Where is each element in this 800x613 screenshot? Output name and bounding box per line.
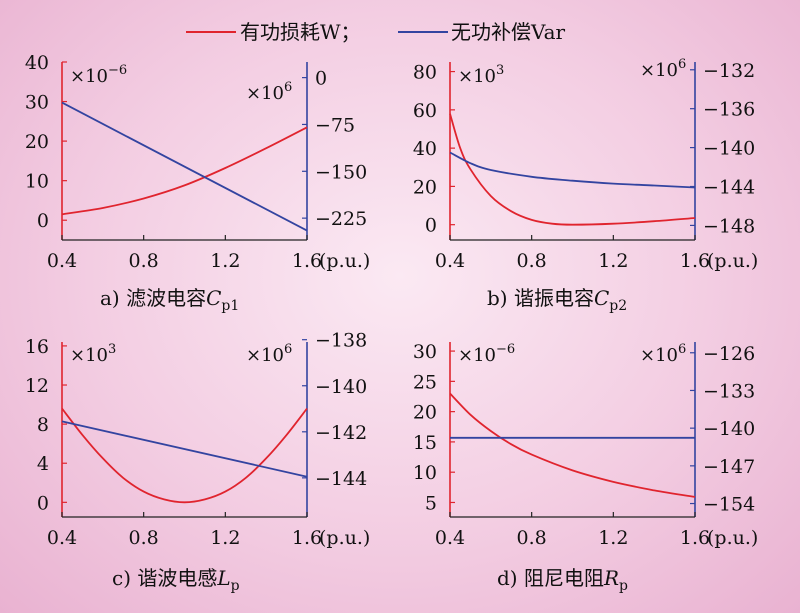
panel-caption: c) 谐波电感Lp [112, 566, 240, 594]
x-tick-label: 0.8 [129, 527, 159, 549]
chart-panel-1: 0.4 0.8 1.2 1.6(p.u.) 0 10 20 30 40 0 −75 −150 −225 ×… [25, 52, 371, 314]
right-tick-label: −140 [703, 138, 755, 160]
right-tick-label: −140 [703, 418, 755, 440]
left-axis-multiplier: ×103 [70, 342, 116, 366]
left-tick-label: 0 [425, 215, 437, 237]
legend-reactive-label: 无功补偿Var [451, 20, 566, 44]
left-tick-label: 16 [25, 336, 49, 358]
x-unit-label: (p.u.) [707, 250, 758, 272]
left-axis-multiplier: ×103 [458, 63, 504, 87]
right-tick-label: −136 [703, 99, 755, 121]
right-tick-label: −147 [703, 456, 755, 478]
x-tick-label: 1.2 [210, 527, 240, 549]
x-tick-label: 0.4 [47, 250, 77, 272]
x-tick-label: 1.6 [292, 250, 322, 272]
left-tick-label: 4 [37, 453, 49, 475]
left-tick-label: 30 [25, 92, 49, 114]
active-loss-line [449, 392, 696, 498]
right-axis-multiplier: ×106 [246, 342, 292, 366]
right-tick-label: −225 [315, 208, 367, 230]
right-tick-label: 0 [315, 68, 327, 90]
right-tick-label: −150 [315, 161, 367, 183]
x-tick-label: 0.8 [517, 527, 547, 549]
legend: 有功损耗W； 无功补偿Var [186, 20, 566, 44]
left-tick-label: 10 [413, 462, 437, 484]
right-tick-label: −138 [315, 330, 367, 352]
left-axis-multiplier: ×10−6 [458, 342, 515, 366]
right-tick-label: −75 [315, 114, 355, 136]
right-tick-label: −148 [703, 215, 755, 237]
left-tick-label: 30 [413, 341, 437, 363]
x-tick-label: 1.6 [680, 527, 710, 549]
reactive-compensation-line [449, 151, 696, 189]
panel-caption: d) 阻尼电阻Rp [497, 566, 628, 594]
right-axis-multiplier: ×106 [640, 342, 686, 366]
left-tick-label: 40 [413, 138, 437, 160]
chart-panel-2: 0.4 0.8 1.2 1.6(p.u.) 0 20 40 60 80 −132 −136 −140 −… [413, 57, 759, 314]
active-loss-line [61, 407, 308, 504]
x-tick-label: 0.4 [47, 527, 77, 549]
x-tick-label: 0.8 [517, 250, 547, 272]
right-tick-label: −133 [703, 380, 755, 402]
x-unit-label: (p.u.) [319, 250, 370, 272]
left-axis-multiplier: ×10−6 [70, 63, 127, 87]
reactive-compensation-line [61, 101, 308, 232]
x-unit-label: (p.u.) [707, 527, 758, 549]
left-tick-label: 0 [37, 492, 49, 514]
x-tick-label: 0.4 [435, 527, 465, 549]
left-tick-label: 8 [37, 414, 49, 436]
right-tick-label: −144 [703, 177, 755, 199]
active-loss-line [449, 113, 696, 226]
left-tick-label: 20 [413, 176, 437, 198]
x-tick-label: 1.2 [598, 250, 628, 272]
left-tick-label: 5 [425, 492, 437, 514]
left-tick-label: 20 [413, 402, 437, 424]
left-tick-label: 15 [413, 432, 437, 454]
right-tick-label: −144 [315, 468, 367, 490]
panel-caption: a) 滤波电容Cp1 [100, 286, 239, 314]
right-tick-label: −140 [315, 376, 367, 398]
x-tick-label: 0.4 [435, 250, 465, 272]
right-axis-multiplier: ×106 [640, 57, 686, 81]
left-tick-label: 0 [37, 210, 49, 232]
x-unit-label: (p.u.) [319, 527, 370, 549]
x-tick-label: 1.6 [680, 250, 710, 272]
active-loss-line [61, 126, 308, 216]
left-tick-label: 80 [413, 62, 437, 84]
left-tick-label: 10 [25, 171, 49, 193]
right-tick-label: −132 [703, 60, 755, 82]
x-tick-label: 1.6 [292, 527, 322, 549]
x-tick-label: 1.2 [210, 250, 240, 272]
right-tick-label: −126 [703, 343, 755, 365]
left-tick-label: 25 [413, 371, 437, 393]
left-tick-label: 60 [413, 100, 437, 122]
x-tick-label: 0.8 [129, 250, 159, 272]
left-tick-label: 12 [25, 375, 49, 397]
chart-panel-3: 0.4 0.8 1.2 1.6(p.u.) 0 4 8 12 16 −138 −140 −142 −14… [25, 330, 371, 594]
x-tick-label: 1.2 [598, 527, 628, 549]
panel-caption: b) 谐振电容Cp2 [487, 286, 627, 314]
right-axis-multiplier: ×106 [246, 80, 292, 104]
left-tick-label: 20 [25, 131, 49, 153]
reactive-compensation-line [61, 420, 308, 478]
right-tick-label: −142 [315, 422, 367, 444]
left-tick-label: 40 [25, 52, 49, 74]
chart-panel-4: 0.4 0.8 1.2 1.6(p.u.) 5 10 15 20 25 30 −126 −133 −14… [413, 341, 759, 594]
right-tick-label: −154 [703, 494, 755, 516]
legend-active-label: 有功损耗W； [240, 20, 361, 44]
